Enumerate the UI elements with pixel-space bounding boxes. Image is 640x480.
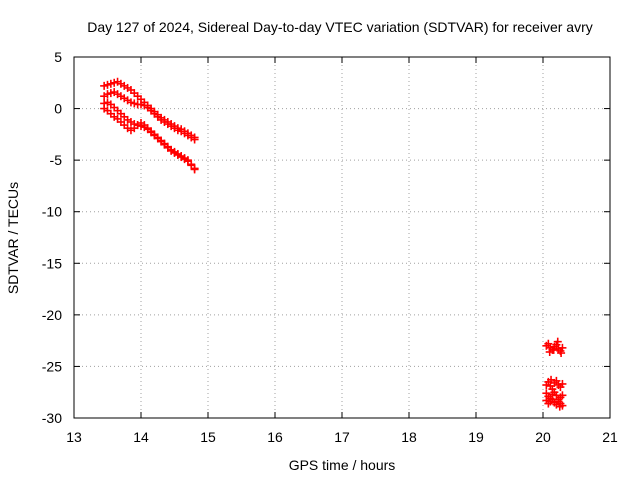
data-points bbox=[100, 77, 567, 411]
data-point bbox=[545, 347, 554, 356]
x-tick-label: 18 bbox=[401, 429, 417, 445]
chart-title: Day 127 of 2024, Sidereal Day-to-day VTE… bbox=[87, 19, 593, 35]
data-point bbox=[190, 135, 199, 144]
data-point bbox=[553, 337, 562, 346]
x-tick-label: 16 bbox=[267, 429, 283, 445]
x-tick-label: 15 bbox=[200, 429, 216, 445]
x-tick-label: 21 bbox=[602, 429, 618, 445]
data-point bbox=[190, 164, 199, 173]
data-point bbox=[183, 156, 192, 165]
x-tick-label: 13 bbox=[66, 429, 82, 445]
data-point bbox=[547, 375, 556, 384]
data-point bbox=[557, 349, 566, 358]
data-point bbox=[555, 402, 564, 411]
x-axis-label: GPS time / hours bbox=[289, 457, 396, 473]
data-point bbox=[558, 379, 567, 388]
y-tick-label: -25 bbox=[42, 358, 62, 374]
x-tick-label: 17 bbox=[334, 429, 350, 445]
data-point bbox=[558, 343, 567, 352]
x-tick-label: 14 bbox=[133, 429, 149, 445]
data-point bbox=[558, 391, 567, 400]
y-tick-label: -5 bbox=[50, 152, 63, 168]
data-point bbox=[549, 345, 558, 354]
gridlines bbox=[74, 57, 610, 418]
y-tick-label: -30 bbox=[42, 410, 62, 426]
data-point bbox=[544, 339, 553, 348]
y-tick-label: 0 bbox=[54, 101, 62, 117]
y-tick-label: -10 bbox=[42, 204, 62, 220]
y-tick-label: 5 bbox=[54, 49, 62, 65]
x-tick-labels: 13 14 15 16 17 18 19 20 21 bbox=[66, 429, 618, 445]
y-tick-labels: 5 0 -5 -10 -15 -20 -25 -30 bbox=[42, 49, 62, 426]
axis-ticks bbox=[73, 56, 611, 419]
data-point bbox=[552, 376, 561, 385]
y-axis-label: SDTVAR / TECUs bbox=[5, 182, 21, 294]
x-tick-label: 20 bbox=[535, 429, 551, 445]
y-tick-label: -20 bbox=[42, 307, 62, 323]
x-tick-label: 19 bbox=[468, 429, 484, 445]
y-tick-label: -15 bbox=[42, 255, 62, 271]
data-point bbox=[187, 160, 196, 169]
